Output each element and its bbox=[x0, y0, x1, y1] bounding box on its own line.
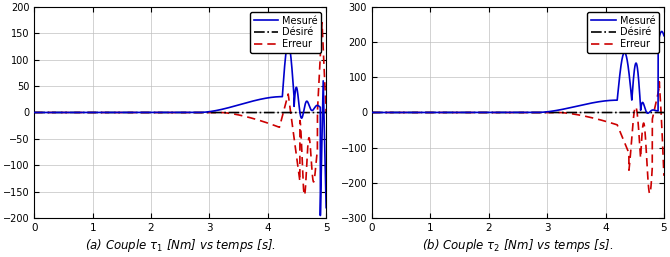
Désiré bbox=[220, 111, 228, 114]
Désiré bbox=[205, 111, 213, 114]
Line: Erreur: Erreur bbox=[372, 82, 664, 194]
Mesuré bbox=[220, 107, 228, 110]
Désiré bbox=[270, 111, 278, 114]
Désiré bbox=[660, 111, 668, 114]
Mesuré bbox=[660, 34, 668, 37]
Erreur bbox=[270, 124, 278, 127]
Erreur bbox=[655, 80, 663, 83]
Mesuré bbox=[316, 214, 324, 217]
Mesuré bbox=[644, 112, 652, 115]
Mesuré bbox=[142, 111, 150, 114]
Mesuré bbox=[270, 96, 278, 99]
Désiré bbox=[248, 111, 256, 114]
Erreur bbox=[30, 111, 38, 114]
Désiré bbox=[480, 111, 488, 114]
Mesuré bbox=[248, 100, 256, 103]
X-axis label: (b) Couple $\tau_2$ [Nm] vs temps [s].: (b) Couple $\tau_2$ [Nm] vs temps [s]. bbox=[422, 237, 614, 254]
Erreur bbox=[300, 194, 308, 197]
Erreur bbox=[220, 111, 228, 114]
Line: Mesuré: Mesuré bbox=[34, 44, 326, 216]
Erreur bbox=[660, 174, 668, 177]
Désiré bbox=[142, 111, 150, 114]
Erreur bbox=[586, 116, 594, 119]
Erreur bbox=[608, 122, 616, 125]
Erreur bbox=[318, 21, 326, 24]
Erreur bbox=[322, 111, 330, 114]
Erreur bbox=[205, 111, 213, 114]
Désiré bbox=[586, 111, 594, 114]
Erreur bbox=[142, 111, 150, 114]
Mesuré bbox=[658, 30, 666, 33]
Mesuré bbox=[558, 108, 566, 111]
Mesuré bbox=[30, 111, 38, 114]
Line: Mesuré: Mesuré bbox=[372, 31, 664, 113]
Désiré bbox=[608, 111, 616, 114]
Mesuré bbox=[543, 110, 551, 113]
Désiré bbox=[543, 111, 551, 114]
Erreur bbox=[480, 111, 488, 114]
Désiré bbox=[322, 111, 330, 114]
Erreur bbox=[421, 111, 429, 114]
Legend: Mesuré, Désiré, Erreur: Mesuré, Désiré, Erreur bbox=[588, 12, 659, 53]
Mesuré bbox=[368, 111, 376, 114]
Désiré bbox=[421, 111, 429, 114]
Mesuré bbox=[421, 111, 429, 114]
Mesuré bbox=[284, 42, 292, 45]
Erreur bbox=[368, 111, 376, 114]
Line: Erreur: Erreur bbox=[34, 23, 326, 195]
Mesuré bbox=[586, 102, 594, 105]
Legend: Mesuré, Désiré, Erreur: Mesuré, Désiré, Erreur bbox=[250, 12, 322, 53]
Désiré bbox=[83, 111, 91, 114]
Mesuré bbox=[205, 110, 213, 113]
Mesuré bbox=[322, 206, 330, 209]
Désiré bbox=[558, 111, 566, 114]
Mesuré bbox=[83, 111, 91, 114]
Désiré bbox=[368, 111, 376, 114]
Mesuré bbox=[608, 99, 616, 102]
Erreur bbox=[543, 111, 551, 114]
Erreur bbox=[646, 192, 654, 195]
Mesuré bbox=[480, 111, 488, 114]
Désiré bbox=[30, 111, 38, 114]
Erreur bbox=[83, 111, 91, 114]
Erreur bbox=[248, 117, 256, 120]
Erreur bbox=[558, 111, 566, 114]
X-axis label: (a) Couple $\tau_1$ [Nm] vs temps [s].: (a) Couple $\tau_1$ [Nm] vs temps [s]. bbox=[84, 237, 276, 254]
